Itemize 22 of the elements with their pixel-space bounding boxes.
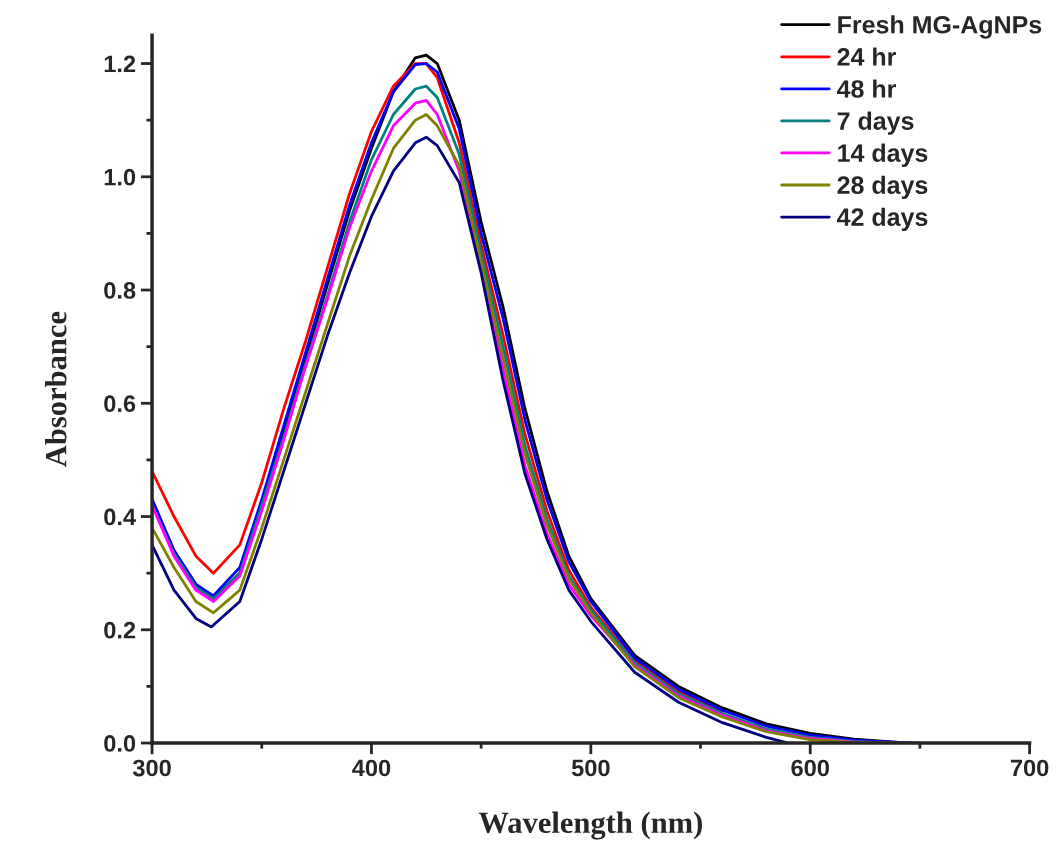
y-axis-title: Absorbance [45, 311, 67, 467]
legend-label: 48 hr [837, 79, 897, 98]
y-tick-label: 0.4 [104, 508, 136, 526]
legend-label: 28 days [837, 175, 928, 199]
y-tick-label: 0.8 [104, 282, 136, 299]
x-tick-label: 600 [791, 759, 829, 777]
y-tick-label: 0.6 [104, 395, 136, 413]
legend-label: Fresh MG-AgNPs [838, 15, 1042, 39]
y-tick-label: 1.0 [104, 168, 136, 186]
x-tick-label: 400 [352, 759, 391, 777]
x-tick-label: 500 [571, 759, 610, 777]
legend-label: 7 days [837, 111, 914, 135]
x-tick-label: 700 [1010, 759, 1049, 777]
legend-label: 14 days [838, 143, 928, 167]
legend-label: 42 days [837, 207, 928, 231]
y-tick-label: 1.2 [104, 55, 136, 73]
x-tick-label: 300 [132, 759, 171, 777]
y-tick-label: 0.0 [104, 735, 136, 752]
y-tick-label: 0.2 [104, 621, 136, 639]
legend-label: 24 hr [837, 47, 897, 66]
line-series [152, 62, 724, 714]
x-axis-title: Wavelength (nm) [478, 811, 702, 840]
